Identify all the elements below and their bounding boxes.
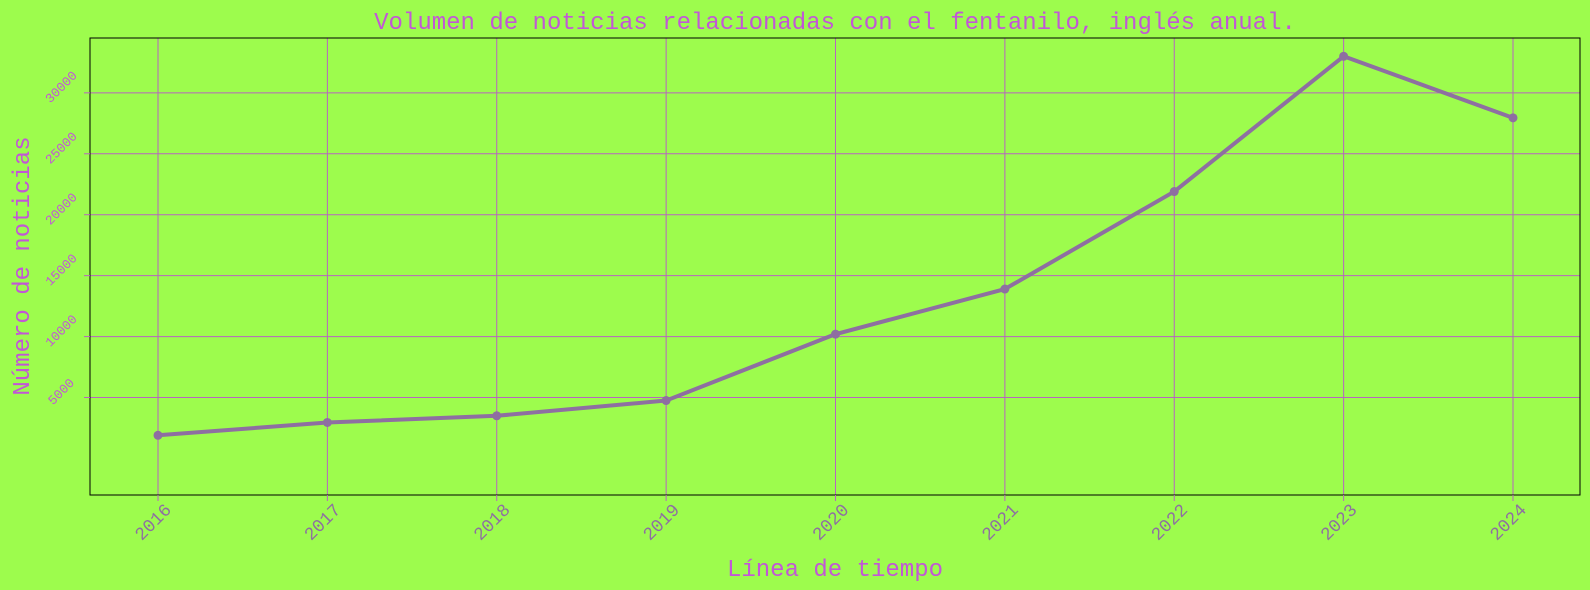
chart-title: Volumen de noticias relacionadas con el …	[374, 10, 1296, 37]
data-point	[1508, 113, 1518, 123]
gridlines	[90, 38, 1580, 495]
data-point	[492, 411, 502, 421]
data-point	[661, 396, 671, 406]
data-points	[153, 51, 1518, 440]
x-axis-label: Línea de tiempo	[727, 557, 943, 584]
data-point	[1000, 284, 1010, 294]
data-point	[1169, 187, 1179, 197]
data-point	[831, 329, 840, 339]
data-point	[1339, 51, 1349, 61]
axis-ticks	[84, 92, 1514, 501]
data-point	[322, 417, 332, 427]
y-axis-label: Número de noticias	[10, 136, 37, 395]
data-point	[153, 430, 163, 440]
